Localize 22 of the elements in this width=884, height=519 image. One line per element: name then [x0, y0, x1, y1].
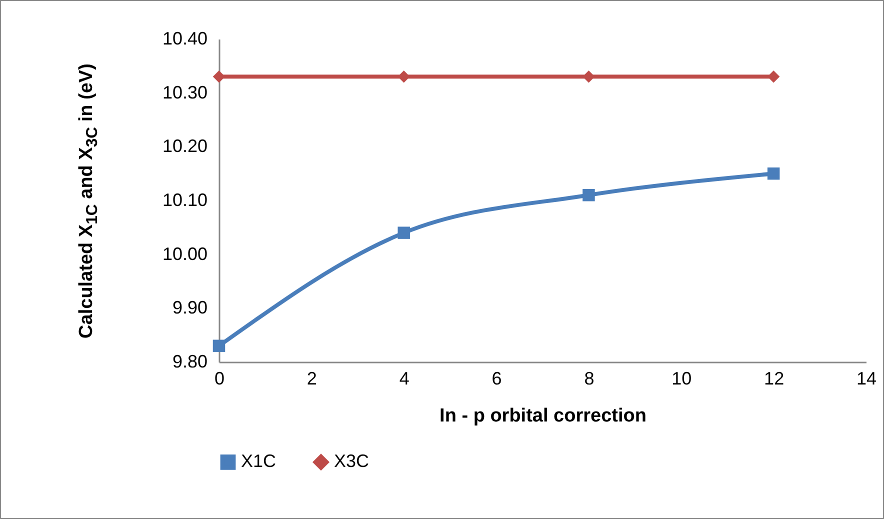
y-tick-label: 10.10	[162, 190, 208, 210]
legend-label: X3C	[334, 451, 370, 472]
x-axis-title: In - p orbital correction	[440, 406, 646, 426]
y-tick-label: 10.00	[162, 244, 208, 264]
x-tick-label: 10	[672, 368, 692, 388]
point	[398, 226, 410, 239]
point	[767, 167, 780, 180]
y-tick-label: 10.40	[162, 28, 208, 48]
y-tick-label: 10.20	[162, 136, 208, 156]
x-tick-label: 2	[306, 368, 317, 388]
x-tick-label: 4	[399, 368, 410, 388]
y-tick-label: 9.80	[172, 352, 208, 372]
point	[582, 188, 595, 202]
point	[212, 340, 226, 352]
x-tick-label: 6	[492, 368, 502, 388]
x-tick-label: 12	[764, 368, 784, 388]
y-tick-label: 9.90	[172, 298, 208, 318]
x-tick-label: 8	[584, 368, 594, 388]
x-tick-label: 0	[214, 368, 225, 388]
y-tick-label: 10.30	[162, 82, 208, 102]
legend-label: X1C	[241, 451, 276, 472]
x-tick-label: 14	[856, 368, 877, 388]
